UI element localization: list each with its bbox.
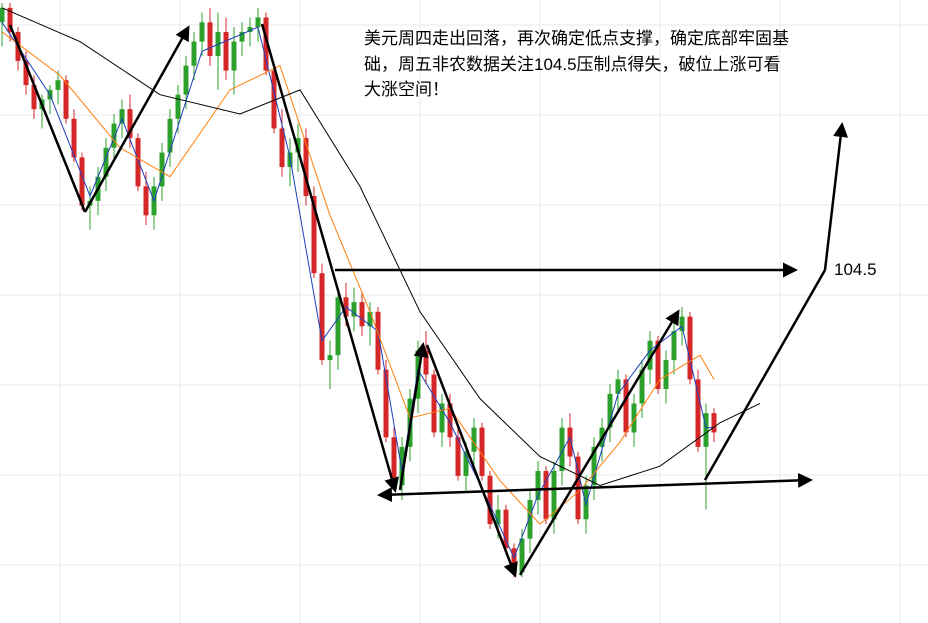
candlestick-chart: 美元周四走出回落，再次确定低点支撑，确定底部牢固基 础，周五非农数据关注104.… [0,0,928,623]
resistance-price-label: 104.5 [834,260,877,280]
analysis-annotation: 美元周四走出回落，再次确定低点支撑，确定底部牢固基 础，周五非农数据关注104.… [364,26,789,103]
